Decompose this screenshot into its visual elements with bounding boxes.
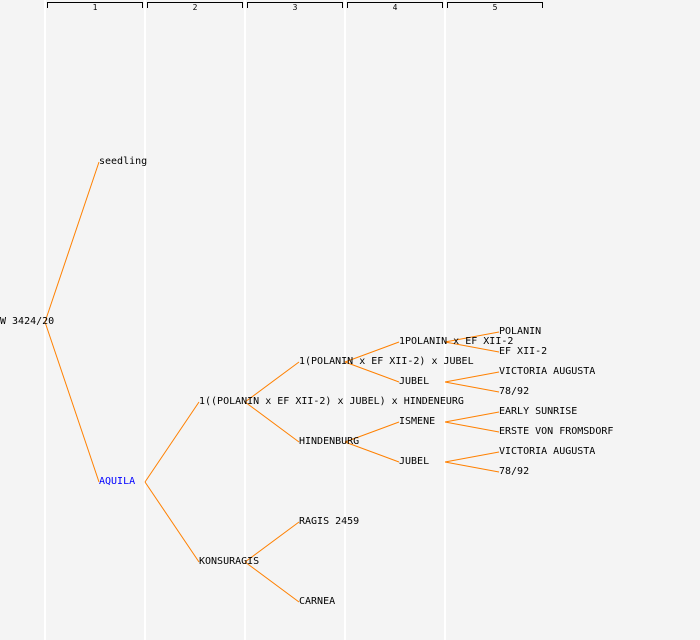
pedigree-node[interactable]: 1((POLANIN x EF XII-2) x JUBEL) x HINDEN… (199, 396, 464, 407)
pedigree-link (344, 361, 400, 383)
pedigree-link (444, 451, 500, 463)
pedigree-node[interactable]: KONSURAGIS (199, 556, 260, 567)
pedigree-node[interactable]: 78/92 (499, 386, 530, 397)
pedigree-node[interactable]: RAGIS 2459 (299, 516, 360, 527)
pedigree-node[interactable]: EF XII-2 (499, 346, 548, 357)
pedigree-link (44, 161, 100, 323)
pedigree-link (244, 561, 300, 603)
pedigree-link (344, 441, 400, 463)
generation-header-3: 3 (247, 2, 343, 12)
generation-label: 2 (192, 3, 198, 12)
pedigree-node[interactable]: JUBEL (399, 376, 430, 387)
column-divider (444, 0, 446, 640)
pedigree-link (144, 481, 200, 563)
column-divider (44, 0, 46, 640)
pedigree-node[interactable]: ERSTE VON FROMSDORF (499, 426, 614, 437)
pedigree-node[interactable]: JUBEL (399, 456, 430, 467)
pedigree-link (244, 521, 300, 563)
column-divider (344, 0, 346, 640)
generation-label: 5 (492, 3, 498, 12)
pedigree-link (444, 421, 500, 433)
pedigree-node[interactable]: ISMENE (399, 416, 436, 427)
pedigree-link (44, 321, 100, 483)
generation-label: 3 (292, 3, 298, 12)
pedigree-link (444, 371, 500, 383)
pedigree-node[interactable]: HINDENBURG (299, 436, 360, 447)
pedigree-link (244, 361, 300, 403)
generation-label: 1 (92, 3, 98, 12)
pedigree-node[interactable]: AQUILA (99, 476, 136, 487)
pedigree-node[interactable]: 1POLANIN x EF XII-2 (399, 336, 514, 347)
pedigree-link (444, 461, 500, 473)
generation-label: 4 (392, 3, 398, 12)
generation-header-1: 1 (47, 2, 143, 12)
pedigree-node[interactable]: VICTORIA AUGUSTA (499, 366, 596, 377)
column-divider (244, 0, 246, 640)
pedigree-link (444, 411, 500, 423)
generation-header-4: 4 (347, 2, 443, 12)
pedigree-link (444, 381, 500, 393)
pedigree-node[interactable]: VICTORIA AUGUSTA (499, 446, 596, 457)
column-divider (144, 0, 146, 640)
pedigree-node[interactable]: 78/92 (499, 466, 530, 477)
pedigree-node[interactable]: seedling (99, 156, 148, 167)
pedigree-node[interactable]: POLANIN (499, 326, 542, 337)
pedigree-link (344, 341, 400, 363)
generation-header-2: 2 (147, 2, 243, 12)
root-node[interactable]: W 3424/20 (0, 316, 55, 327)
pedigree-link (244, 401, 300, 443)
pedigree-node[interactable]: CARNEA (299, 596, 336, 607)
pedigree-link (444, 341, 500, 353)
pedigree-node[interactable]: 1(POLANIN x EF XII-2) x JUBEL (299, 356, 474, 367)
pedigree-link (344, 421, 400, 443)
pedigree-link (144, 401, 200, 483)
generation-header-5: 5 (447, 2, 543, 12)
pedigree-link (444, 331, 500, 343)
pedigree-node[interactable]: EARLY SUNRISE (499, 406, 578, 417)
